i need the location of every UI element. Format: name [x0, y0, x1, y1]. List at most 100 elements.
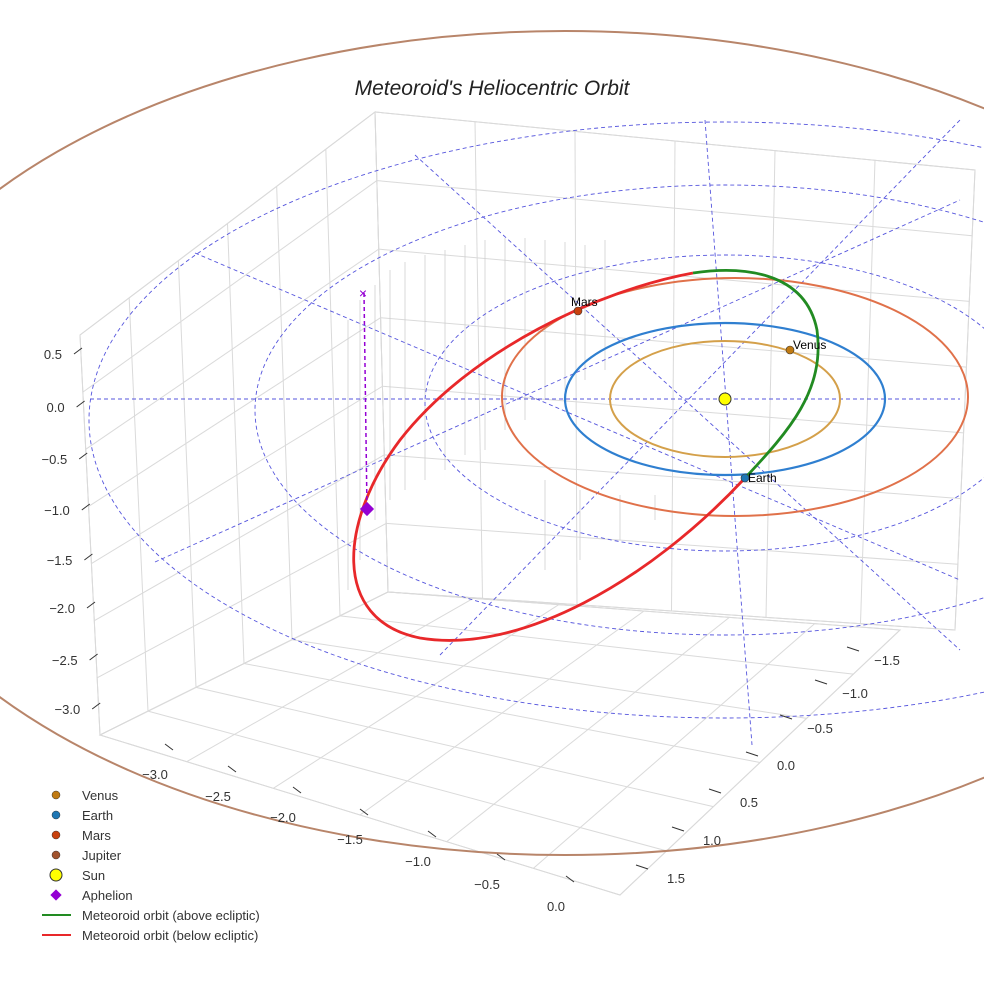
earth-orbit	[563, 321, 887, 477]
wall-gridline	[380, 317, 967, 368]
floor-gridline	[619, 629, 901, 896]
legend-mars-marker	[51, 830, 61, 840]
x-tick-mark	[496, 853, 506, 861]
wall-gridline	[227, 223, 245, 664]
aphelion-projection-marker: ×	[359, 285, 367, 301]
wall-gridline	[387, 591, 956, 631]
wall-gridline	[378, 248, 970, 302]
wall-gridline	[376, 180, 973, 237]
meteoroid-orbit-above	[692, 269, 820, 479]
z-tick-mark	[81, 503, 91, 511]
y-axis: −1.5 −1.0 −0.5 0.0 0.5 1.0 1.5	[635, 646, 900, 886]
x-tick-label: −0.5	[474, 877, 500, 892]
x-tick-label: 0.0	[547, 899, 565, 914]
mars-label: Mars	[571, 295, 598, 309]
z-tick-mark	[76, 400, 85, 408]
aphelion-marker	[359, 501, 375, 517]
earth-label: Earth	[748, 471, 777, 485]
ecliptic-grid	[88, 119, 984, 746]
z-tick-label: −2.0	[49, 601, 75, 616]
aphelion-projection-line	[363, 292, 368, 510]
x-tick-label: −2.0	[270, 810, 296, 825]
wall-gridline	[128, 297, 149, 712]
legend-aphelion-label: Aphelion	[82, 888, 133, 903]
wall-gridline	[82, 180, 378, 393]
y-tick-label: −1.5	[874, 653, 900, 668]
wall-gridline	[574, 131, 578, 605]
chart-title: Meteoroid's Heliocentric Orbit	[355, 77, 631, 100]
x-axis: −3.0 −2.5 −2.0 −1.5 −1.0 −0.5 0.0	[142, 743, 575, 914]
jupiter-orbit	[0, 30, 984, 856]
legend-venus-label: Venus	[82, 788, 119, 803]
y-tick-mark	[745, 751, 759, 757]
wall-gridline	[91, 385, 383, 564]
z-tick-label: −1.5	[47, 553, 73, 568]
floor-gridline	[387, 591, 901, 631]
z-tick-mark	[78, 452, 88, 460]
wall-gridline	[96, 522, 387, 679]
z-axis: 0.5 0.0 −0.5 −1.0 −1.5 −2.0 −2.5 −3.0	[42, 347, 101, 717]
wall-gridline	[384, 454, 961, 500]
earth-marker	[740, 473, 750, 483]
legend-earth-label: Earth	[82, 808, 113, 823]
z-tick-label: 0.5	[44, 347, 62, 362]
legend-meteoroid-orbit-above-ecliptic-label: Meteoroid orbit (above ecliptic)	[82, 908, 260, 923]
legend: Venus Earth Mars Jupiter Sun Aphelion Meteoroi…	[42, 788, 260, 943]
legend-aphelion-marker	[50, 889, 62, 901]
legend-sun-marker	[49, 868, 63, 882]
x-tick-label: −1.5	[337, 832, 363, 847]
grid-spoke	[704, 119, 753, 746]
z-tick-label: −2.5	[52, 653, 78, 668]
y-tick-mark	[779, 714, 793, 720]
venus-orbit	[609, 340, 841, 458]
x-tick-mark	[359, 808, 369, 816]
wall-gridline	[474, 121, 483, 599]
grid-ring-2	[254, 184, 984, 636]
x-tick-mark	[292, 786, 302, 794]
y-tick-label: 1.5	[667, 871, 685, 886]
x-tick-label: −2.5	[205, 789, 231, 804]
y-tick-mark	[814, 679, 828, 685]
z-tick-mark	[86, 601, 96, 609]
grid-spoke	[154, 199, 961, 563]
wall-gridline	[325, 149, 341, 616]
y-tick-label: 1.0	[703, 833, 721, 848]
x-tick-label: −3.0	[142, 767, 168, 782]
venus-label: Venus	[793, 338, 826, 352]
x-tick-label: −1.0	[405, 854, 431, 869]
legend-sun-label: Sun	[82, 868, 105, 883]
x-tick-mark	[227, 765, 237, 773]
wall-gridline	[79, 334, 101, 736]
wall-gridline	[860, 160, 876, 624]
wall-gridline	[99, 591, 389, 736]
z-tick-label: −1.0	[44, 503, 70, 518]
grid-spoke	[414, 154, 961, 651]
grid-spoke	[194, 252, 961, 581]
legend-jupiter-label: Jupiter	[82, 848, 122, 863]
x-tick-mark	[427, 830, 437, 838]
meteoroid-orbit-below	[352, 271, 747, 642]
wall-gridline	[382, 385, 964, 434]
legend-mars-label: Mars	[82, 828, 111, 843]
grid-spoke	[439, 119, 961, 656]
y-tick-mark	[846, 646, 860, 652]
y-tick-mark	[635, 864, 649, 870]
legend-jupiter-marker	[51, 850, 61, 860]
z-tick-label: 0.0	[47, 400, 65, 415]
legend-venus-marker	[51, 790, 61, 800]
y-tick-label: −0.5	[807, 721, 833, 736]
z-tick-label: −3.0	[55, 702, 81, 717]
legend-meteoroid-orbit-below-ecliptic-label: Meteoroid orbit (below ecliptic)	[82, 928, 258, 943]
grid-ring-3	[88, 121, 984, 719]
x-tick-mark	[164, 743, 174, 751]
wall-gridline	[276, 186, 293, 640]
mars-marker	[573, 306, 583, 316]
wall-gridline	[374, 111, 389, 593]
wall-gridline	[85, 248, 379, 450]
x-tick-mark	[565, 875, 575, 883]
wall-gridline	[954, 169, 976, 631]
z-tick-mark	[89, 653, 98, 661]
z-tick-label: −0.5	[42, 452, 68, 467]
y-tick-mark	[708, 788, 722, 794]
